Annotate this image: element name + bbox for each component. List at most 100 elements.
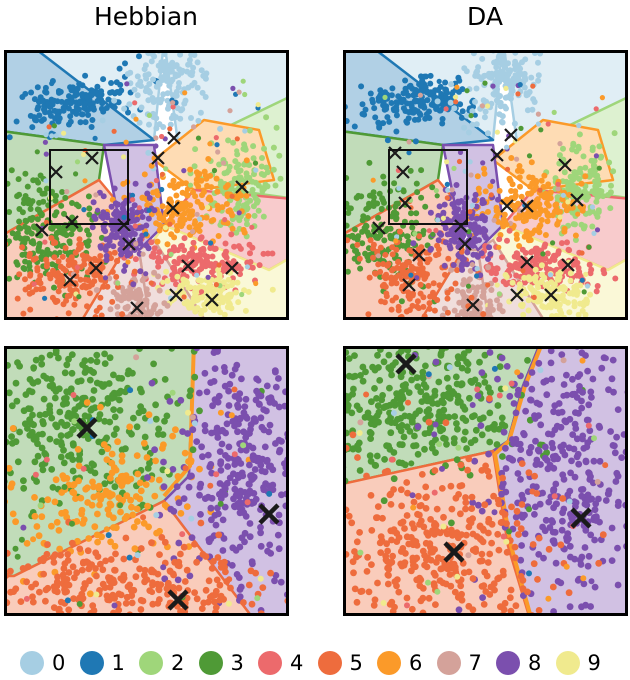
point-class-0 — [43, 178, 49, 184]
point-class-9 — [529, 287, 536, 294]
point-class-3 — [117, 502, 124, 509]
point-class-3 — [370, 198, 377, 205]
point-class-3 — [6, 209, 13, 215]
point-class-8 — [263, 382, 271, 390]
point-class-0 — [528, 74, 535, 81]
point-class-5 — [163, 585, 171, 592]
point-class-3 — [14, 261, 21, 268]
point-class-5 — [63, 576, 71, 583]
point-class-6 — [35, 532, 43, 540]
point-class-6 — [156, 211, 163, 218]
point-class-3 — [61, 484, 68, 490]
point-class-5 — [46, 271, 53, 278]
point-class-3 — [463, 445, 470, 452]
point-class-4 — [588, 266, 595, 273]
point-class-2 — [239, 291, 245, 298]
point-class-7 — [467, 267, 474, 274]
point-class-8 — [160, 483, 168, 491]
point-class-4 — [190, 239, 197, 246]
point-class-8 — [447, 245, 454, 252]
point-class-3 — [381, 199, 387, 206]
point-class-2 — [250, 143, 257, 150]
point-class-6 — [228, 412, 235, 419]
point-class-7 — [449, 187, 455, 193]
point-class-8 — [238, 375, 245, 383]
point-class-6 — [156, 227, 163, 234]
point-class-6 — [130, 523, 138, 531]
point-class-5 — [170, 571, 178, 579]
point-class-2 — [250, 155, 257, 162]
point-class-8 — [103, 252, 110, 259]
point-class-8 — [214, 434, 222, 441]
point-class-6 — [30, 536, 37, 543]
point-class-5 — [84, 269, 91, 276]
point-class-3 — [421, 445, 428, 453]
point-class-3 — [550, 240, 556, 246]
boundary-line — [492, 347, 543, 615]
point-class-1 — [417, 102, 424, 109]
point-class-4 — [433, 227, 439, 233]
point-class-8 — [228, 562, 236, 569]
point-class-3 — [445, 384, 453, 392]
point-class-9 — [242, 307, 249, 314]
point-class-4 — [593, 106, 599, 112]
point-class-8 — [260, 426, 268, 434]
point-class-1 — [45, 101, 52, 108]
point-class-9 — [577, 282, 584, 289]
point-class-5 — [100, 283, 107, 290]
point-class-7 — [514, 156, 520, 162]
point-class-3 — [413, 374, 421, 382]
point-class-9 — [225, 600, 232, 607]
point-class-6 — [208, 184, 215, 191]
point-class-4 — [181, 247, 188, 254]
point-class-3 — [49, 484, 57, 491]
point-class-5 — [42, 597, 49, 605]
point-class-3 — [53, 262, 60, 269]
point-class-0 — [584, 283, 591, 289]
point-class-5 — [29, 593, 36, 601]
point-class-9 — [198, 310, 205, 317]
point-class-6 — [185, 208, 192, 214]
point-class-3 — [453, 456, 461, 464]
prototype-marker — [130, 301, 144, 315]
point-class-3 — [366, 159, 373, 166]
point-class-3 — [476, 358, 483, 366]
point-class-6 — [123, 492, 131, 500]
point-class-0 — [153, 512, 160, 519]
point-class-2 — [591, 190, 598, 197]
point-class-8 — [275, 511, 283, 519]
point-class-8 — [472, 191, 479, 198]
point-class-5 — [68, 539, 76, 547]
point-class-5 — [83, 558, 90, 566]
point-class-8 — [97, 243, 104, 250]
point-class-5 — [111, 128, 117, 134]
point-class-3 — [68, 351, 76, 358]
point-class-6 — [144, 502, 152, 510]
point-class-3 — [24, 183, 31, 190]
point-class-6 — [79, 520, 87, 527]
point-class-1 — [79, 91, 86, 98]
point-class-8 — [219, 547, 227, 554]
point-class-3 — [14, 193, 21, 200]
point-class-6 — [125, 259, 131, 265]
point-class-7 — [215, 149, 221, 155]
point-class-3 — [365, 231, 372, 238]
point-class-2 — [74, 159, 81, 165]
point-class-5 — [214, 554, 222, 561]
point-class-3 — [34, 149, 40, 155]
point-class-4 — [510, 263, 516, 270]
point-class-1 — [98, 88, 105, 95]
point-class-8 — [240, 428, 248, 436]
point-class-0 — [131, 86, 138, 93]
point-class-8 — [257, 542, 265, 550]
point-class-4 — [228, 231, 235, 238]
point-class-4 — [213, 135, 219, 141]
point-class-3 — [211, 167, 218, 174]
point-class-3 — [189, 446, 197, 454]
point-class-4 — [264, 250, 271, 257]
point-class-3 — [85, 238, 92, 245]
point-class-5 — [217, 559, 225, 567]
point-class-3 — [373, 395, 380, 402]
point-class-3 — [414, 383, 422, 390]
point-class-3 — [63, 361, 71, 369]
